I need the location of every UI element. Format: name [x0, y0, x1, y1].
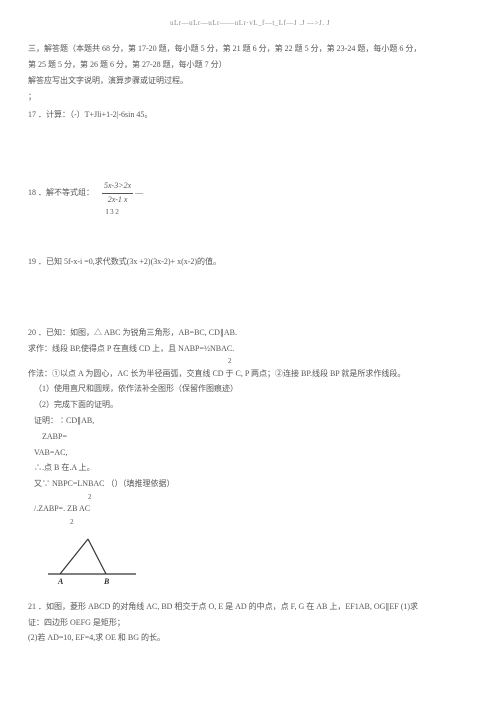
p20-proof6: /.ZABP=. ZB AC — [34, 503, 472, 516]
triangle-right — [88, 539, 106, 574]
intro-line-2: 第 25 题 5 分，第 26 题 6 分，第 27-28 题，每小题 7 分） — [28, 59, 472, 72]
p20-line4: （1）使用直尺和圆规，依作法补全图形（保留作图痕迹） — [34, 383, 472, 396]
p21-line2: 证：四边形 OEFG 是矩形； — [28, 617, 472, 630]
p20-line3: 作法：①以点 A 为圆心，AC 长为半径画弧，交直线 CD 于 C, P 两点；… — [28, 368, 472, 381]
p20-proof4: ∴.点 B 在.A 上。 — [34, 462, 472, 475]
problem-20: 20 ．已知：如图，△ ABC 为锐角三角形，AB=BC, CD∥AB. 求作：… — [28, 327, 472, 593]
header-code: uLr—uLr—uLr——uLr·vL_f—t_Lf—J .J —>J. J — [28, 18, 472, 29]
problem-18-bottom: I 3 2 — [106, 207, 472, 218]
frac-den: 2x-1 x — [102, 194, 133, 207]
triangle-label-a: A — [57, 577, 64, 586]
p20-proof5: 又∵ NBPC=LNBAC （）（填推理依据） — [34, 478, 472, 491]
p20-proof2: ZABP= — [42, 431, 472, 444]
p21-line3: (2)若 AD=10, EF=4,求 OE 和 BG 的长。 — [28, 632, 472, 645]
frac-num: 5x-3>2x — [102, 180, 133, 194]
problem-18-label: 18 ．解不等式组： — [28, 188, 94, 197]
problem-17-text: 17 ．计算：（-）T+Jli+1-2|-6sin 45。 — [28, 110, 152, 119]
p20-line5: （2）完成下面的证明。 — [34, 399, 472, 412]
p20-line2: 求作：线段 BP,使得点 P 在直线 CD 上，且 NABP=½NBAC. — [28, 343, 472, 356]
p20-proof3: VAB=AC, — [34, 447, 472, 460]
problem-17: 17 ．计算：（-）T+Jli+1-2|-6sin 45。 — [28, 109, 472, 122]
triangle-label-b: B — [103, 577, 110, 586]
triangle-svg: A B — [48, 534, 138, 588]
p21-line1: 21 ．如图，菱形 ABCD 的对角线 AC, BD 相交于点 O, E 是 A… — [28, 601, 472, 614]
p20-proof5-sub: 2 — [88, 492, 472, 503]
p20-proof1: 证明：∶CD∥AB, — [34, 415, 472, 428]
p20-line2-sub: 2 — [228, 356, 472, 367]
problem-19-text: 19 ．已知 5f-x-i =0,求代数式(3x +2)(3x-2)+ x(x-… — [28, 257, 221, 266]
problem-18-trail: — — [135, 188, 143, 197]
p20-proof6-sub: 2 — [70, 517, 472, 528]
triangle-left — [60, 539, 88, 574]
intro-semicolon: ； — [28, 91, 472, 104]
problem-18: 18 ．解不等式组： 5x-3>2x 2x-1 x — I 3 2 — [28, 180, 472, 218]
problem-21: 21 ．如图，菱形 ABCD 的对角线 AC, BD 相交于点 O, E 是 A… — [28, 601, 472, 645]
problem-18-fraction: 5x-3>2x 2x-1 x — [102, 180, 133, 207]
p20-line1: 20 ．已知：如图，△ ABC 为锐角三角形，AB=BC, CD∥AB. — [28, 327, 472, 340]
intro-line-3: 解答应写出文字说明，演算步骤或证明过程。 — [28, 75, 472, 88]
p20-line2-text: 求作：线段 BP,使得点 P 在直线 CD 上，且 NABP=½NBAC. — [28, 344, 234, 353]
intro-line-1: 三，解答题（本题共 68 分，第 17-20 题，每小题 5 分，第 21 题 … — [28, 43, 472, 56]
triangle-diagram: A B — [48, 534, 472, 593]
problem-19: 19 ．已知 5f-x-i =0,求代数式(3x +2)(3x-2)+ x(x-… — [28, 256, 472, 269]
